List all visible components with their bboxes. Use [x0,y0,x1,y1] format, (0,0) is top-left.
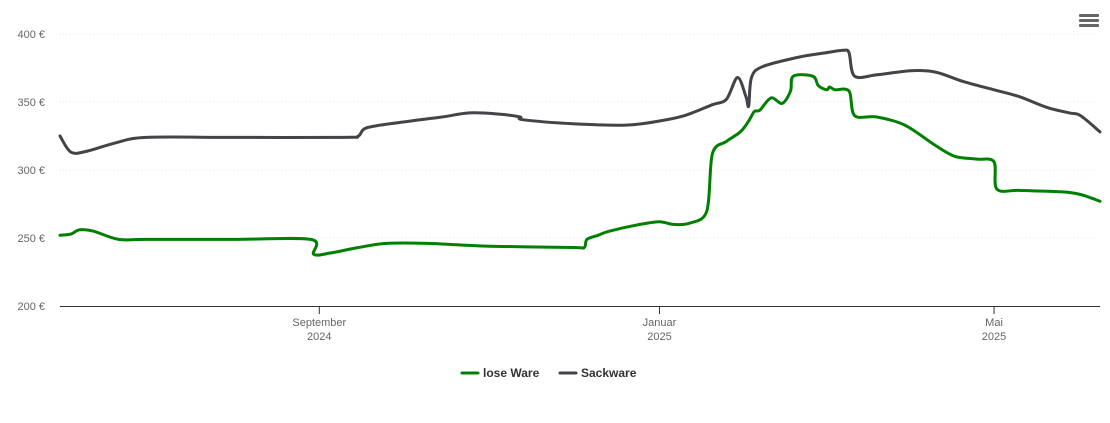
legend-item-lose-ware[interactable]: lose Ware [460,366,540,380]
y-tick-label: 200 € [17,301,45,313]
y-tick-label: 250 € [17,233,45,245]
series-lines [58,48,1102,257]
chart-menu-icon[interactable] [1078,12,1100,32]
x-tick-year: 2025 [982,331,1006,343]
y-tick-label: 300 € [17,165,45,177]
y-tick-label: 400 € [17,29,45,41]
legend-label: lose Ware [483,366,540,380]
x-tick-month: Mai [985,317,1003,329]
x-tick-year: 2024 [307,331,331,343]
menu-bar-icon [1079,14,1099,17]
menu-bar-icon [1079,24,1099,27]
x-axis-ticks: September 2024 Januar 2025 Mai 2025 [292,306,1006,343]
x-tick-year: 2025 [647,331,671,343]
legend-label: Sackware [581,366,637,380]
x-tick-month: September [292,317,346,329]
y-tick-label: 350 € [17,97,45,109]
legend[interactable]: lose Ware Sackware [460,366,637,380]
series-line-lose-ware[interactable] [58,73,1102,257]
legend-item-sackware[interactable]: Sackware [558,366,637,380]
x-tick-month: Januar [643,317,677,329]
menu-bar-icon [1079,19,1099,22]
y-axis-labels: 200 € 250 € 300 € 350 € 400 € [17,29,45,313]
series-line-sackware[interactable] [58,48,1102,155]
grid-lines [60,33,1100,239]
